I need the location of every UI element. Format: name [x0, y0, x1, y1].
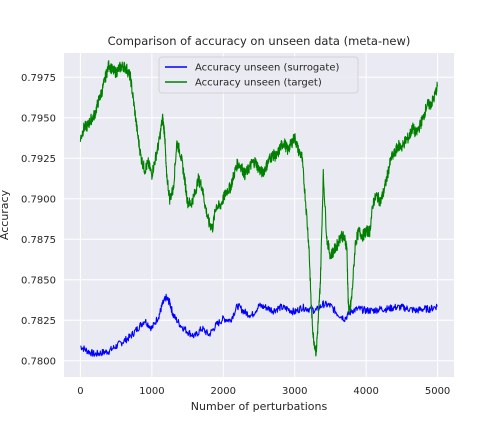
- y-axis-ticks: 0.7800 0.7825 0.7850 0.7875 0.7900 0.7925 0.79…: [21, 73, 56, 367]
- series-line-target: [79, 60, 439, 357]
- series-line-surrogate: [80, 293, 438, 357]
- x-tick-label: 4000: [353, 386, 378, 397]
- y-tick-label: 0.7950: [21, 113, 56, 124]
- plot-area: [64, 53, 454, 377]
- x-tick-label: 1000: [139, 386, 164, 397]
- y-tick-label: 0.7825: [21, 316, 56, 327]
- x-axis-label: Number of perturbations: [191, 400, 328, 413]
- legend-entry: Accuracy unseen (target): [195, 78, 322, 89]
- legend: Accuracy unseen (surrogate) Accuracy unse…: [158, 56, 359, 94]
- legend-box: [158, 56, 359, 94]
- y-axis-label: Accuracy: [0, 189, 11, 240]
- x-tick-label: 2000: [211, 386, 236, 397]
- y-tick-label: 0.7875: [21, 235, 56, 246]
- series-layer: [79, 60, 439, 357]
- y-tick-label: 0.7850: [21, 275, 56, 286]
- y-tick-label: 0.7975: [21, 73, 56, 84]
- chart-title: Comparison of accuracy on unseen data (m…: [108, 34, 411, 48]
- x-axis-ticks: 0 1000 2000 3000 4000 5000: [77, 386, 450, 397]
- x-tick-label: 0: [77, 386, 83, 397]
- y-tick-label: 0.7800: [21, 356, 56, 367]
- y-tick-label: 0.7900: [21, 194, 56, 205]
- y-tick-label: 0.7925: [21, 154, 56, 165]
- legend-entry: Accuracy unseen (surrogate): [195, 63, 339, 74]
- x-tick-label: 3000: [282, 386, 307, 397]
- x-tick-label: 5000: [425, 386, 450, 397]
